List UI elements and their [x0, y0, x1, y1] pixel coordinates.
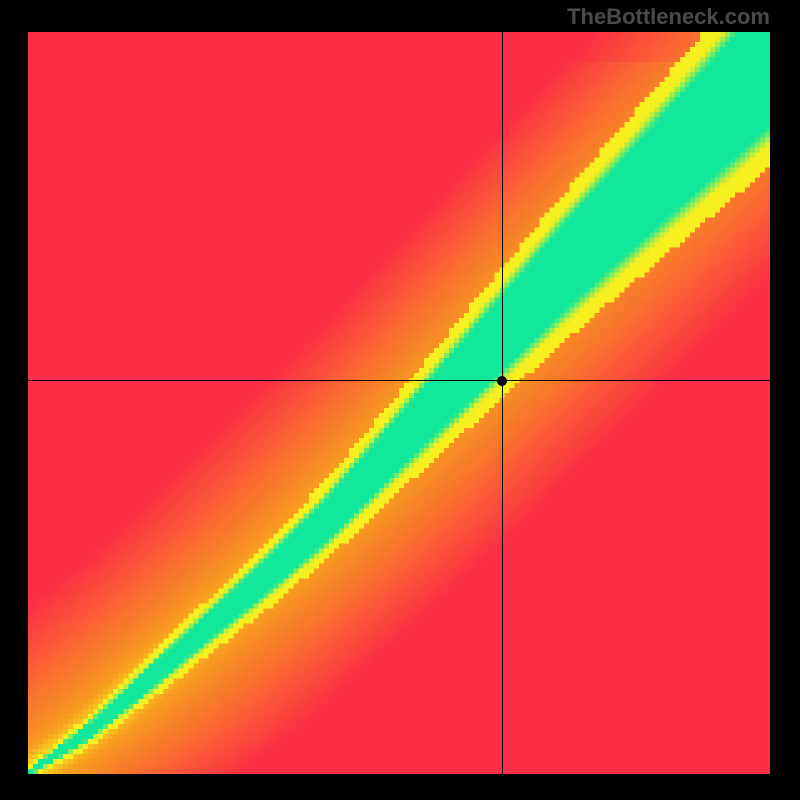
- crosshair-vertical: [502, 32, 503, 774]
- crosshair-horizontal: [28, 380, 770, 381]
- watermark-text: TheBottleneck.com: [567, 4, 770, 30]
- crosshair-point: [497, 376, 507, 386]
- bottleneck-heatmap: [28, 32, 770, 774]
